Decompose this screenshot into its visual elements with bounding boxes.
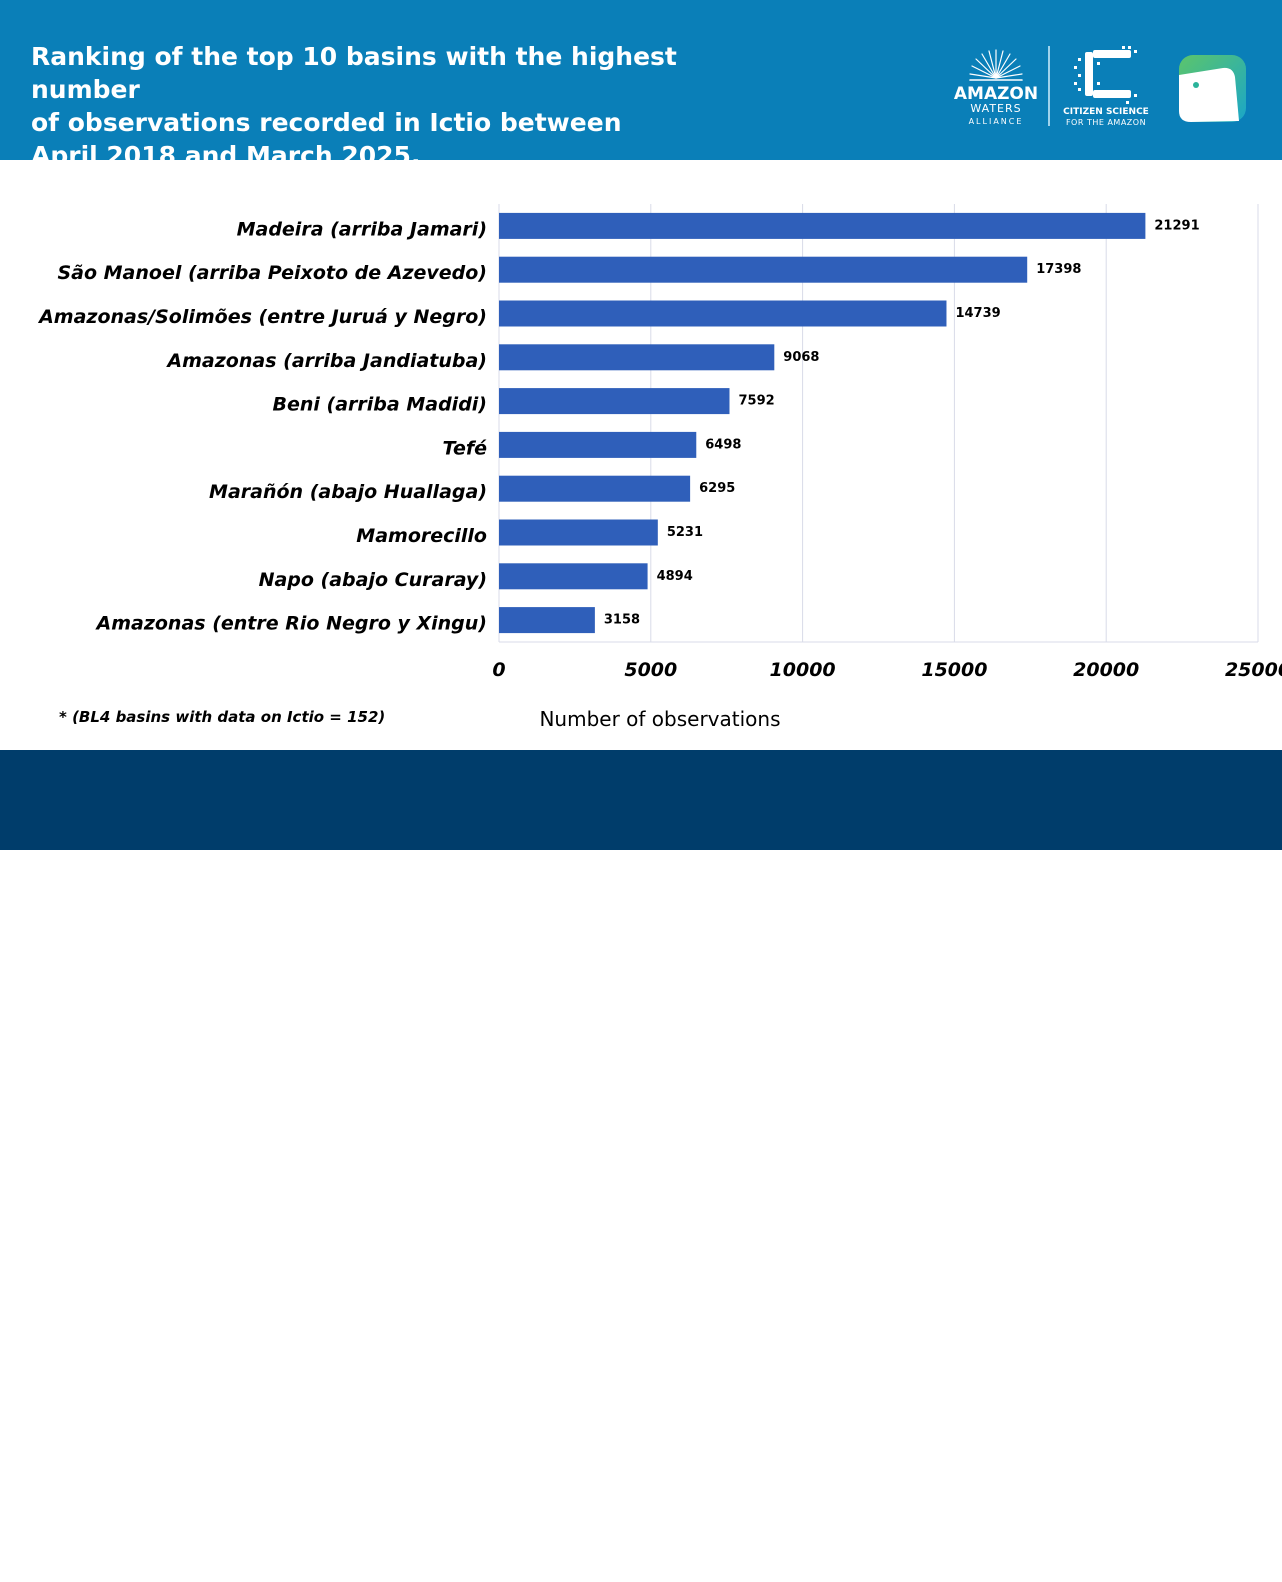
amazon-logo-line-3: ALLIANCE [969,117,1024,126]
category-label: Mamorecillo [356,525,487,547]
chart-category-labels: Madeira (arriba Jamari) São Manoel (arrib… [37,218,487,634]
bar-value-label: 5231 [667,525,703,540]
footer-banner: Data accessed on April 1st, 2025 Source:… [0,750,1282,1578]
bar-value-label: 3158 [604,613,640,628]
header-banner: Ranking of the top 10 basins with the hi… [0,0,1282,170]
category-label: Amazonas/Solimões (entre Juruá y Negro) [37,306,487,328]
bar [499,519,658,546]
amazon-logo-line-2: WATERS [970,102,1021,115]
source-text: Source: ictio.org [763,1521,943,1546]
citizen-science-line-2: FOR THE AMAZON [1066,118,1146,127]
category-label: Napo (abajo Curaray) [259,569,487,591]
x-tick-label: 25000 [1225,659,1282,681]
citizen-science-logo: CITIZEN SCIENCE FOR THE AMAZON [1063,46,1149,127]
category-label: Amazonas (entre Rio Negro y Xingu) [95,613,488,635]
category-label: Madeira (arriba Jamari) [237,218,487,240]
bar-chart: 21291 17398 14739 9068 7592 6498 6295 5231 4894 3… [37,204,1282,731]
category-label: Beni (arriba Madidi) [273,394,487,416]
bar-value-label: 14739 [955,306,1000,321]
page-title: Ranking of the top 10 basins with the hi… [31,40,791,172]
bar-value-label: 6295 [699,481,735,496]
chart-x-ticks: 0 5000 10000 15000 20000 25000 [492,659,1282,681]
tree-icon [969,49,1023,81]
title-line-1: Ranking of the top 10 basins with the hi… [31,42,677,104]
category-label: Marañón (abajo Huallaga) [209,481,487,503]
logo-divider [1048,46,1050,126]
fish-app-icon [1179,67,1239,122]
x-tick-label: 20000 [1073,659,1139,681]
bar-value-label: 7592 [738,394,774,409]
category-label: São Manoel (arriba Peixoto de Azevedo) [57,262,487,284]
bar [499,388,730,415]
citizen-science-line-1: CITIZEN SCIENCE [1063,107,1149,117]
ictio-app-logo [1179,55,1246,122]
title-line-3: April 2018 and March 2025. [31,141,421,170]
bar-value-label: 17398 [1036,262,1081,277]
x-tick-label: 10000 [770,659,836,681]
x-axis-label: Number of observations [539,707,780,731]
category-label: Tefé [442,437,487,459]
bar [499,431,697,458]
x-tick-label: 0 [492,659,505,681]
elaboration-text: Elaboration: Wildlife Conservation Socie… [763,1553,1225,1578]
bar [499,300,947,327]
source-credits: Source: ictio.org Elaboration: Wildlife … [763,1518,1224,1582]
x-tick-label: 15000 [921,659,987,681]
category-label: Amazonas (arriba Jandiatuba) [165,350,487,372]
bar [499,563,648,590]
bar-value-label: 21291 [1154,218,1199,233]
bar [499,256,1028,283]
bar-value-label: 9068 [783,350,819,365]
bar [499,607,595,634]
bar-value-label: 4894 [657,569,693,584]
x-tick-label: 5000 [624,659,677,681]
dotted-c-icon [1074,46,1137,104]
bar-value-label: 6498 [705,437,741,452]
bar [499,344,775,371]
amazon-waters-alliance-logo: AMAZON WATERS ALLIANCE [954,49,1038,126]
data-accessed-text: Data accessed on April 1st, 2025 [37,1539,385,1563]
bar [499,212,1146,239]
bar [499,475,691,502]
footnote: * (BL4 basins with data on Ictio = 152) [59,708,386,726]
chart-bars: 21291 17398 14739 9068 7592 6498 6295 5231 4894 3… [499,212,1200,634]
title-line-2: of observations recorded in Ictio betwee… [31,108,622,137]
amazon-logo-line-1: AMAZON [954,84,1038,104]
